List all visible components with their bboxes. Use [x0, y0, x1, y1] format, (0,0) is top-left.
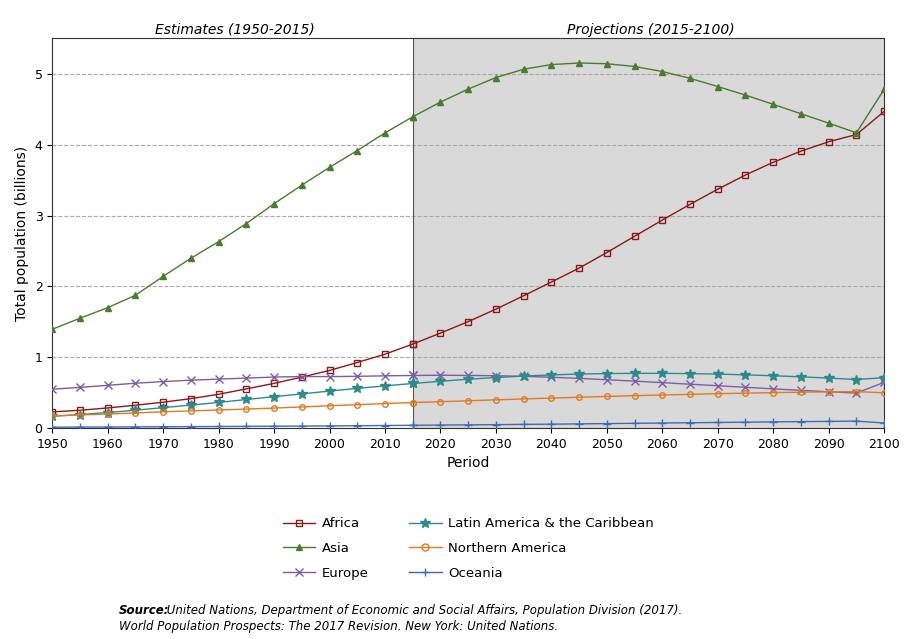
Text: Projections (2015-2100): Projections (2015-2100)	[567, 23, 735, 37]
Text: Source:: Source:	[119, 604, 169, 617]
X-axis label: Period: Period	[447, 456, 490, 470]
Y-axis label: Total population (billions): Total population (billions)	[15, 146, 29, 321]
Bar	[413, 38, 889, 428]
Text: United Nations, Department of Economic and Social Affairs, Population Division (: United Nations, Department of Economic a…	[163, 604, 682, 617]
Text: World Population Prospects: The 2017 Revision. New York: United Nations.: World Population Prospects: The 2017 Rev…	[119, 620, 558, 633]
Text: Estimates (1950-2015): Estimates (1950-2015)	[156, 23, 315, 37]
Legend: Africa, Asia, Europe, Latin America & the Caribbean, Northern America, Oceania: Africa, Asia, Europe, Latin America & th…	[277, 512, 659, 585]
